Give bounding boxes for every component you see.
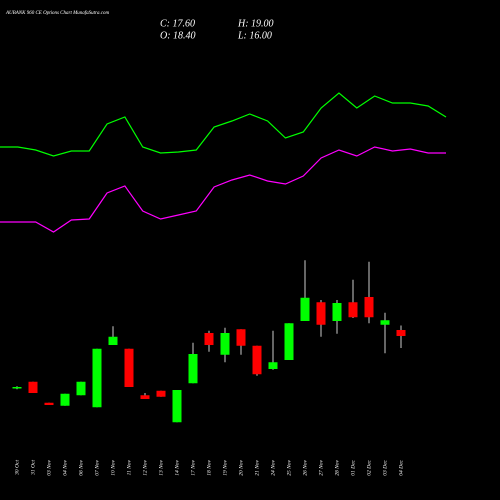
candle-body — [108, 336, 118, 345]
candle-body — [316, 302, 326, 325]
candle-body — [380, 320, 390, 325]
x-tick-label: 07 Nov — [94, 459, 100, 475]
candle-body — [300, 297, 310, 321]
candle-body — [364, 297, 374, 318]
candle-body — [268, 362, 278, 369]
candle-body — [60, 393, 70, 406]
candle-body — [12, 387, 22, 389]
x-tick-label: 26 Nov — [302, 459, 308, 475]
indicator-line — [0, 146, 446, 233]
candle-body — [172, 390, 182, 423]
x-tick-label: 27 Nov — [318, 459, 324, 475]
x-tick-label: 11 Nov — [126, 459, 132, 475]
x-tick-label: 03 Dec — [382, 459, 388, 475]
x-tick-label: 25 Nov — [286, 459, 292, 475]
x-tick-label: 02 Dec — [366, 459, 372, 475]
candle-body — [76, 381, 86, 396]
x-tick-label: 17 Nov — [190, 459, 196, 475]
x-tick-label: 18 Nov — [206, 459, 212, 475]
candle-body — [204, 333, 214, 345]
x-tick-label: 13 Nov — [158, 459, 164, 475]
close-label: C: 17.60 — [160, 18, 195, 29]
candle-body — [156, 390, 166, 397]
open-label: O: 18.40 — [160, 30, 196, 41]
high-label: H: 19.00 — [237, 18, 274, 29]
x-tick-label: 31 Oct — [30, 460, 36, 476]
low-label: L: 16.00 — [237, 30, 272, 41]
x-tick-label: 01 Dec — [350, 459, 356, 475]
x-tick-label: 10 Nov — [110, 459, 116, 475]
x-tick-label: 30 Oct — [14, 460, 20, 476]
x-tick-label: 19 Nov — [222, 459, 228, 475]
candle-body — [252, 345, 262, 375]
candle-body — [284, 323, 294, 360]
x-tick-label: 21 Nov — [254, 459, 260, 475]
indicator-line — [0, 92, 447, 157]
candle-body — [220, 333, 230, 355]
candle-body — [92, 348, 102, 408]
candle-body — [28, 381, 38, 393]
x-tick-label: 03 Nov — [46, 459, 52, 475]
x-tick-label: 28 Nov — [334, 459, 340, 475]
candle-body — [124, 348, 134, 387]
candle-body — [332, 303, 342, 321]
candle-body — [396, 330, 406, 336]
candle-body — [140, 395, 150, 399]
chart-title: AUBANK 960 CE Options Chart MunafaSutra.… — [5, 11, 109, 16]
candle-body — [348, 302, 358, 318]
candle-body — [188, 354, 198, 384]
candle-body — [44, 402, 54, 405]
x-tick-label: 20 Nov — [238, 459, 244, 475]
x-tick-label: 12 Nov — [142, 459, 148, 475]
candle-body — [236, 329, 246, 346]
x-tick-label: 24 Nov — [269, 459, 276, 475]
x-tick-label: 04 Dec — [397, 459, 404, 475]
x-tick-label: 06 Nov — [78, 459, 84, 475]
x-tick-label: 04 Nov — [61, 459, 68, 475]
x-tick-label: 14 Nov — [173, 459, 180, 475]
